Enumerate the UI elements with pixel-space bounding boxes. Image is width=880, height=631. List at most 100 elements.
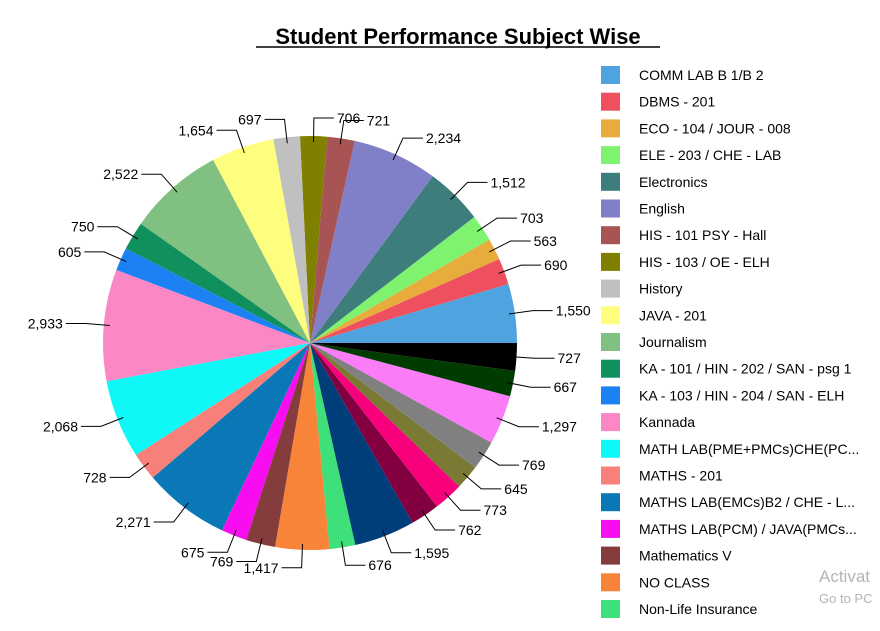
leader-line [510,356,555,359]
legend-label: KA - 103 / HIN - 204 / SAN - ELH [639,387,844,403]
leader-line [462,473,502,490]
pie-slice [310,343,511,443]
value-labels: 1,550 690 563 703 1,512 2,234 721 706 697 1,654 2,… [28,110,591,576]
pie-slice [310,283,517,343]
pie-slice [310,343,356,550]
value-label: 667 [554,379,578,395]
value-label: 1,654 [178,122,213,138]
legend-label: NO CLASS [639,574,710,590]
leader-line [392,137,423,161]
legend-swatch [601,66,620,84]
pie-slice [273,136,310,343]
chart-title: Student Performance Subject Wise [275,24,640,49]
value-label: 769 [210,554,234,570]
legend-swatch [601,493,620,512]
leader-line [264,118,288,144]
value-label: 1,417 [244,560,279,576]
pie-slice [106,343,310,456]
leader-line [341,541,366,566]
value-label: 703 [520,210,544,226]
value-label: 697 [238,111,262,127]
legend-swatch [601,333,620,351]
leader-line [97,226,139,240]
pie-slice [299,135,328,343]
legend-swatch [601,359,620,378]
pie-slice [246,343,310,548]
pie-slice [125,223,311,343]
legend-swatch [601,172,620,191]
legend-swatch [601,279,620,298]
legend-label: MATHS LAB(EMCs)B2 / CHE - L... [639,494,855,510]
leader-line [476,217,518,232]
watermark-line-1: Activat [819,567,870,586]
value-label: 605 [58,244,82,260]
legend-swatch [601,119,620,138]
legend-label: ELE - 203 / CHE - LAB [639,147,781,163]
legend-swatch [601,199,620,218]
leader-line [313,117,334,143]
legend-label: Kannada [639,414,695,430]
leader-line [507,382,551,388]
legend-label: KA - 101 / HIN - 202 / SAN - psg 1 [639,361,852,377]
pie-slice [213,139,310,343]
pie-slice [275,343,330,551]
value-label: 762 [458,522,482,538]
value-label: 2,933 [28,316,63,332]
pie-slice [222,343,310,540]
pie-slice [116,248,310,343]
legend-swatch [601,306,620,325]
value-label: 721 [367,113,391,129]
value-label: 2,068 [43,418,78,434]
leader-line [84,251,127,263]
leader-line [109,462,150,478]
legend-label: Non-Life Insurance [639,601,758,617]
legend-swatch [601,600,620,618]
leader-line [81,417,124,427]
legend-label: MATHS - 201 [639,468,723,484]
leader-line [496,417,539,428]
pie-slice [310,343,518,371]
pie-slice [310,343,492,468]
leader-line [444,492,481,511]
legend-swatch [601,519,620,538]
value-label: 727 [558,350,582,366]
value-label: 2,271 [116,514,151,530]
leader-line [281,543,303,569]
legend-label: MATHS LAB(PCM) / JAVA(PMCs... [639,521,857,537]
pie-slice [310,136,355,343]
pie-slice [310,343,516,397]
legend-label: History [639,281,683,297]
legend-label: HIS - 103 / OE - ELH [639,254,770,270]
leader-line [382,530,412,554]
legend-swatch [601,252,620,271]
pie-slice [310,343,413,545]
value-label: 676 [368,557,392,573]
leader-line [488,240,531,253]
leader-line [508,310,553,315]
legend-swatch [601,413,620,432]
pie-slice [310,239,500,343]
legend-label: ECO - 104 / JOUR - 008 [639,120,791,136]
leader-line [153,502,189,523]
leader-line [478,451,519,466]
leader-line [207,529,237,553]
leader-line [339,120,364,145]
value-label: 2,234 [426,130,461,146]
legend-label: Electronics [639,174,707,190]
legend-swatch [601,546,620,565]
pie-slice [310,217,490,343]
value-label: 645 [504,481,528,497]
legend-label: JAVA - 201 [639,307,707,323]
value-label: 750 [71,219,95,235]
pie-slice [103,269,310,382]
pie-slice [136,343,310,478]
pie-slice [310,176,475,343]
value-label: 706 [337,110,361,126]
pie-slice [310,343,476,487]
pie-slice [310,343,460,507]
legend-swatch [601,439,620,458]
legend-label: Mathematics V [639,548,732,564]
leader-line [450,181,488,200]
